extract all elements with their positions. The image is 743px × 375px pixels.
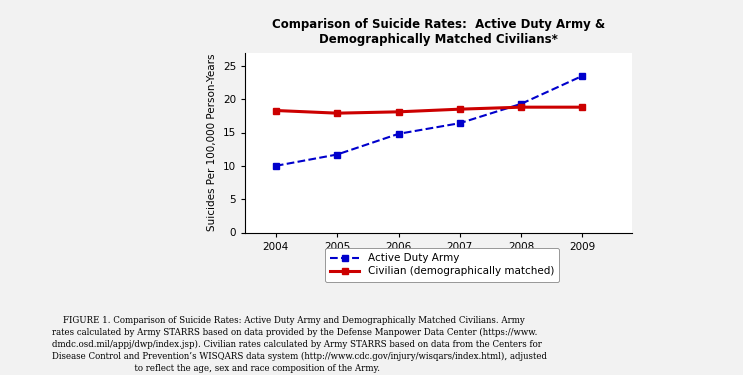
Y-axis label: Suicides Per 100,000 Person-Years: Suicides Per 100,000 Person-Years (207, 54, 218, 231)
Title: Comparison of Suicide Rates:  Active Duty Army &
Demographically Matched Civilia: Comparison of Suicide Rates: Active Duty… (272, 18, 605, 46)
X-axis label: Years: Years (421, 257, 456, 270)
Legend: Active Duty Army, Civilian (demographically matched): Active Duty Army, Civilian (demographica… (325, 248, 559, 282)
Text: FIGURE 1. Comparison of Suicide Rates: Active Duty Army and Demographically Matc: FIGURE 1. Comparison of Suicide Rates: A… (52, 316, 547, 373)
